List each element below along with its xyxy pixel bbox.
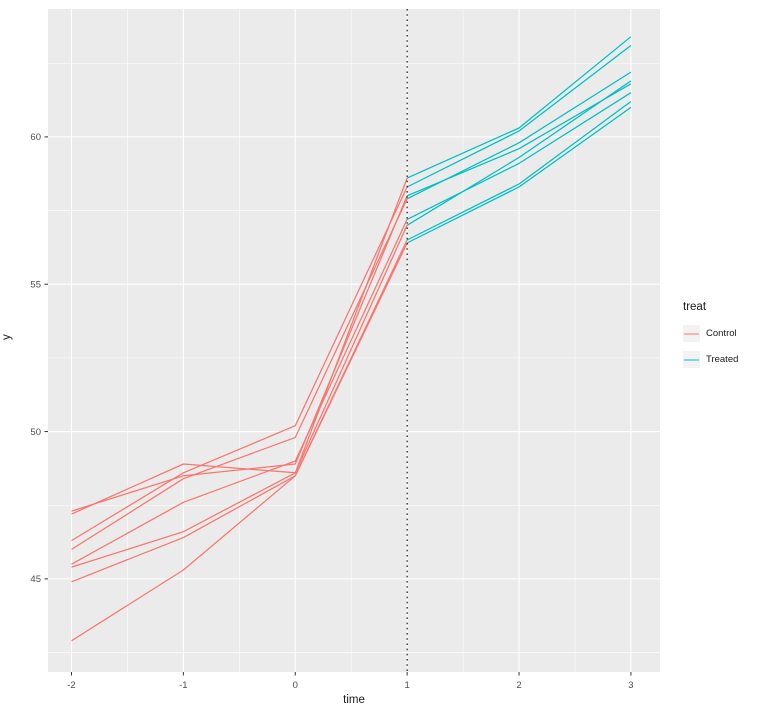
x-tick-label: 2 xyxy=(516,680,521,691)
series-line-control-subject-7 xyxy=(71,239,408,583)
y-axis-title: y xyxy=(1,334,13,340)
series-line-treated-subject-7 xyxy=(406,100,632,241)
series-line-treated-subject-5 xyxy=(406,92,632,220)
series-line-control-subject-8 xyxy=(71,242,408,642)
y-tick-label: 55 xyxy=(30,280,41,291)
series-line-control-subject-2 xyxy=(71,177,408,515)
series-line-control-subject-5 xyxy=(71,219,408,565)
legend-key-swatch xyxy=(683,325,700,342)
series-line-treated-subject-2 xyxy=(406,36,632,179)
y-tick-label: 45 xyxy=(30,574,41,585)
series-line-control-subject-6 xyxy=(71,225,408,568)
series-line-control-subject-3 xyxy=(71,186,408,542)
treated-line-icon xyxy=(684,359,699,360)
legend: treat Control Treated xyxy=(683,301,738,377)
series-line-treated-subject-4 xyxy=(406,71,632,200)
x-tick-label: 0 xyxy=(293,680,298,691)
legend-label: Treated xyxy=(706,354,739,365)
series-line-treated-subject-6 xyxy=(406,80,632,226)
x-tick-label: 1 xyxy=(404,680,409,691)
x-axis-title: time xyxy=(343,694,365,706)
legend-key-swatch xyxy=(683,351,700,368)
legend-title: treat xyxy=(683,301,707,313)
legend-item-treated: Treated xyxy=(683,351,738,368)
series-line-control-subject-4 xyxy=(71,198,408,550)
series-line-treated-subject-8 xyxy=(406,106,632,244)
x-tick-label: -2 xyxy=(67,680,75,691)
series-line-control-subject-1 xyxy=(71,195,408,512)
x-tick-label: -1 xyxy=(179,680,187,691)
y-tick-label: 60 xyxy=(30,132,41,143)
control-line-icon xyxy=(684,333,699,334)
panel-background xyxy=(48,9,660,672)
x-tick-label: 3 xyxy=(628,680,633,691)
legend-item-control: Control xyxy=(683,325,738,342)
series-line-treated-subject-3 xyxy=(406,45,632,188)
legend-label: Control xyxy=(706,328,737,339)
y-tick-label: 50 xyxy=(30,427,41,438)
